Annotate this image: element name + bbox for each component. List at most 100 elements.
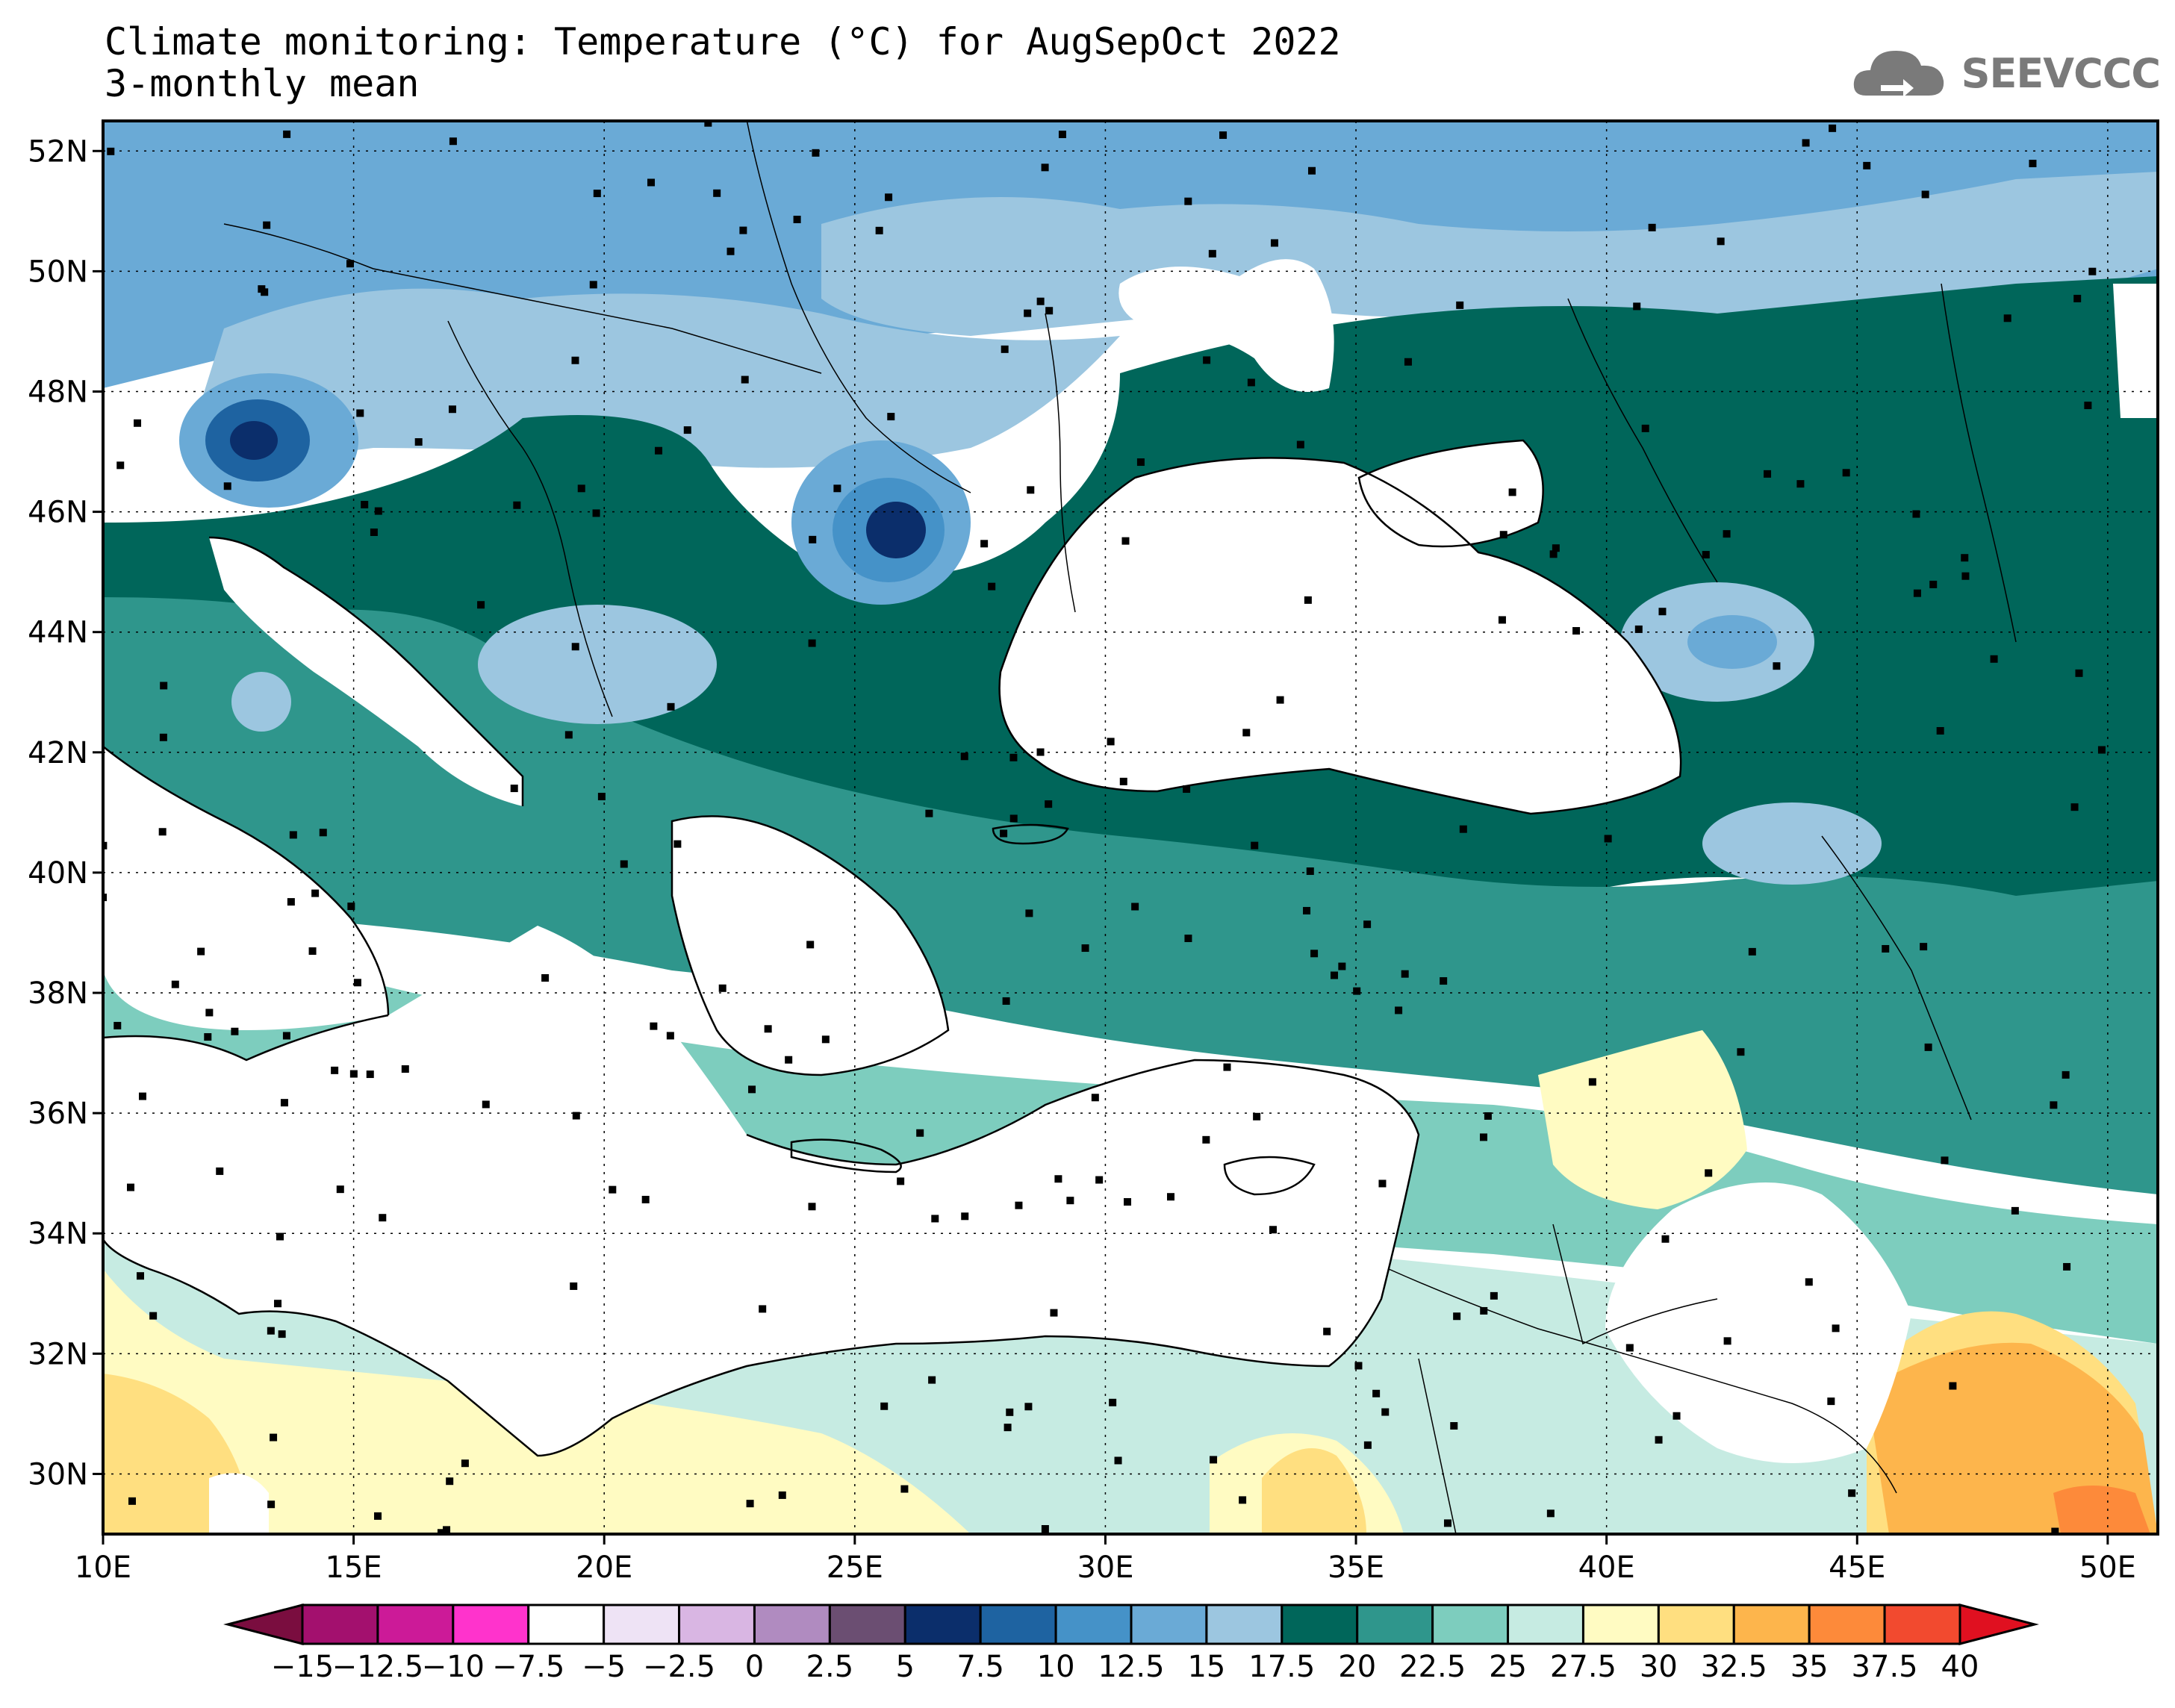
station-marker [1378, 1179, 1387, 1188]
station-marker [1912, 510, 1920, 518]
station-marker [1941, 1156, 1949, 1165]
colorbar: −15−12.5−10 −7.5 −5 −2.5 0 2.5 5 7.5 10 12.5 15 17.… [223, 1603, 2039, 1684]
station-marker [1450, 1422, 1458, 1430]
lon-tick-label: 20E [576, 1550, 632, 1585]
station-marker [197, 947, 205, 956]
station-marker [1882, 944, 1890, 953]
station-marker [1848, 1489, 1856, 1497]
colorbar-box [376, 1603, 455, 1645]
station-marker [374, 507, 382, 515]
station-marker [2062, 1070, 2070, 1079]
station-marker [1480, 1306, 1488, 1315]
lon-tick-label: 35E [1328, 1550, 1384, 1585]
colorbar-label: 25 [1489, 1650, 1527, 1684]
station-marker [1829, 124, 1837, 132]
colorbar-right-arrow [1958, 1603, 2039, 1645]
colorbar-label: 7.5 [956, 1650, 1004, 1684]
colorbar-label: 30 [1640, 1650, 1678, 1684]
station-markers [103, 121, 2106, 1534]
lat-tick-label: 50N [28, 255, 88, 289]
station-marker [1459, 825, 1467, 833]
station-marker [746, 1500, 754, 1508]
colorbar-box [1281, 1603, 1359, 1645]
station-marker [741, 375, 749, 384]
station-marker [283, 130, 291, 138]
lat-tick-label: 42N [28, 736, 88, 770]
colorbar-box [903, 1603, 982, 1645]
colorbar-box [603, 1603, 681, 1645]
station-marker [1549, 550, 1558, 558]
colorbar-label: 35 [1790, 1650, 1829, 1684]
station-marker [107, 147, 115, 155]
station-marker [620, 860, 628, 868]
station-marker [1121, 537, 1130, 545]
lat-tick-label: 32N [28, 1337, 88, 1371]
station-marker [1304, 596, 1312, 604]
station-marker [609, 1185, 617, 1194]
station-marker [1303, 906, 1311, 914]
station-marker [1440, 977, 1448, 985]
station-marker [113, 1021, 122, 1029]
station-marker [477, 601, 485, 609]
colorbar-box [1356, 1603, 1434, 1645]
colorbar-label: 17.5 [1248, 1650, 1315, 1684]
lon-tick-label: 15E [326, 1550, 382, 1585]
station-marker [513, 501, 521, 509]
station-marker [2073, 294, 2082, 302]
sea-azov [1359, 440, 1543, 546]
station-marker [1353, 987, 1361, 995]
station-marker [158, 828, 167, 836]
station-marker [149, 1312, 158, 1320]
nodata-libya-west [209, 1473, 269, 1534]
map-subtitle: 3-monthly mean [105, 62, 420, 105]
station-marker [785, 1056, 793, 1064]
station-marker [1202, 1135, 1210, 1144]
station-marker [726, 247, 735, 255]
station-marker [448, 405, 456, 414]
station-marker [597, 793, 606, 801]
lon-tick-label: 25E [827, 1550, 883, 1585]
colorbar-label: −2.5 [643, 1650, 715, 1684]
lon-tick-label: 40E [1578, 1550, 1635, 1585]
sea-tyrrhenian [103, 747, 388, 1030]
station-marker [641, 1195, 650, 1203]
station-marker [931, 1215, 939, 1223]
station-marker [1443, 1519, 1451, 1527]
station-marker [821, 1035, 830, 1044]
station-marker [806, 941, 815, 949]
station-marker [1604, 835, 1612, 843]
zone-37.5C-gulf [2053, 1486, 2150, 1534]
station-marker [1124, 1197, 1132, 1206]
station-marker [116, 461, 125, 470]
sea-adriatic [209, 537, 523, 806]
station-marker [231, 1027, 239, 1035]
station-marker [138, 1092, 146, 1100]
station-marker [980, 540, 989, 548]
station-marker [593, 190, 601, 198]
station-marker [1058, 131, 1066, 139]
station-marker [159, 733, 167, 741]
station-marker [1253, 1112, 1261, 1121]
station-marker [414, 438, 423, 446]
station-marker [1183, 785, 1191, 794]
station-marker [289, 831, 297, 839]
station-marker [379, 1214, 387, 1222]
colorbar-box [452, 1603, 530, 1645]
station-marker [1004, 1424, 1012, 1432]
station-marker [2084, 402, 2092, 410]
colorbar-label: 40 [1941, 1650, 1979, 1684]
lon-tick-label: 10E [75, 1550, 131, 1585]
colorbar-box [1130, 1603, 1208, 1645]
station-marker [1363, 1441, 1372, 1449]
colorbar-box [301, 1603, 379, 1645]
map-title: Climate monitoring: Temperature (°C) for… [105, 20, 1341, 63]
station-marker [1773, 662, 1781, 670]
station-marker [366, 1070, 374, 1079]
station-marker [370, 528, 378, 536]
cold-core-caucasus-inner [1687, 615, 1777, 669]
country-borders [223, 121, 2017, 1534]
station-marker [1658, 608, 1667, 616]
station-marker [2075, 669, 2083, 677]
station-marker [1673, 1412, 1681, 1420]
